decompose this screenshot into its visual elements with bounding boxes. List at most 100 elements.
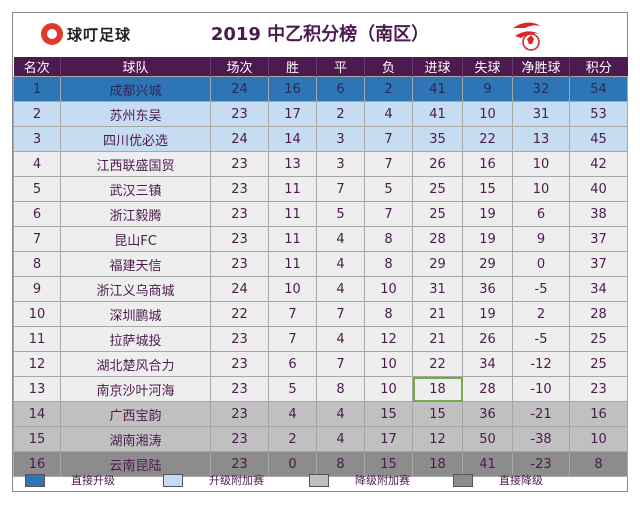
cell-goal-difference: 13 [512, 126, 570, 152]
column-header-goals-for: 进球 [412, 57, 463, 77]
table-row: 4 江西联盛国贸 23 13 3 7 26 16 10 42 [13, 151, 628, 177]
cell-drawn: 8 [316, 376, 365, 402]
cell-points: 25 [569, 351, 628, 377]
cell-drawn: 4 [316, 401, 365, 427]
cell-drawn: 4 [316, 276, 365, 302]
cell-goals-for: 25 [412, 176, 463, 202]
cell-played: 24 [210, 276, 269, 302]
table-body: 1 成都兴城 24 16 6 2 41 9 32 54 2 苏州东吴 23 17 2 4 41 10 31 53 3 四川… [13, 76, 628, 477]
cell-goal-difference: 0 [512, 251, 570, 277]
cell-goals-for: 41 [412, 101, 463, 127]
cell-drawn: 5 [316, 201, 365, 227]
column-header-points: 积分 [569, 57, 628, 77]
cell-drawn: 6 [316, 76, 365, 102]
cell-won: 2 [268, 426, 317, 452]
cell-goal-difference: 2 [512, 301, 570, 327]
cell-points: 23 [569, 376, 628, 402]
cell-won: 13 [268, 151, 317, 177]
cell-goal-difference: 9 [512, 226, 570, 252]
column-header-team: 球队 [60, 57, 211, 77]
cell-team: 深圳鹏城 [60, 301, 211, 327]
cell-lost: 10 [364, 376, 413, 402]
cell-goals-for: 15 [412, 401, 463, 427]
legend-item-relegation-playoff: 降级附加赛 [309, 472, 410, 488]
cell-lost: 5 [364, 176, 413, 202]
cell-team: 湖南湘涛 [60, 426, 211, 452]
cell-played: 23 [210, 251, 269, 277]
cell-goals-for: 12 [412, 426, 463, 452]
cell-goals-against: 19 [462, 226, 513, 252]
cell-played: 23 [210, 426, 269, 452]
cell-points: 53 [569, 101, 628, 127]
table-row: 15 湖南湘涛 23 2 4 17 12 50 -38 10 [13, 426, 628, 452]
cell-won: 7 [268, 301, 317, 327]
legend: 直接升级 升级附加赛 降级附加赛 直接降级 [13, 465, 627, 491]
cell-goals-against: 22 [462, 126, 513, 152]
cell-won: 10 [268, 276, 317, 302]
legend-item-promotion-playoff: 升级附加赛 [163, 472, 264, 488]
page-title: 2019 中乙积分榜（南区） [210, 24, 430, 45]
cell-points: 25 [569, 326, 628, 352]
cell-played: 23 [210, 101, 269, 127]
cell-goals-against: 41 [462, 451, 513, 477]
cell-won: 17 [268, 101, 317, 127]
cell-goal-difference: -21 [512, 401, 570, 427]
cell-team: 福建天信 [60, 251, 211, 277]
cell-lost: 8 [364, 251, 413, 277]
cell-played: 23 [210, 226, 269, 252]
cell-rank: 1 [13, 76, 61, 102]
table-header-row: 名次 球队 场次胜平负进球 失球 净胜球 积分 [13, 57, 628, 77]
cell-lost: 8 [364, 301, 413, 327]
cell-team: 浙江义乌商城 [60, 276, 211, 302]
cell-goal-difference: -23 [512, 451, 570, 477]
cell-drawn: 2 [316, 101, 365, 127]
table-row: 9 浙江义乌商城 24 10 4 10 31 36 -5 34 [13, 276, 628, 302]
cell-lost: 8 [364, 226, 413, 252]
cell-rank: 6 [13, 201, 61, 227]
cell-played: 23 [210, 351, 269, 377]
cell-points: 40 [569, 176, 628, 202]
cell-rank: 3 [13, 126, 61, 152]
cell-goal-difference: -5 [512, 326, 570, 352]
legend-label: 降级附加赛 [355, 474, 410, 487]
cell-rank: 2 [13, 101, 61, 127]
cell-rank: 5 [13, 176, 61, 202]
cell-goals-against: 28 [462, 376, 513, 402]
cell-played: 23 [210, 401, 269, 427]
cell-goal-difference: 32 [512, 76, 570, 102]
cell-rank: 11 [13, 326, 61, 352]
table-row: 11 拉萨城投 23 7 4 12 21 26 -5 25 [13, 326, 628, 352]
league-emblem-icon [513, 22, 541, 51]
cell-lost: 10 [364, 351, 413, 377]
cell-goal-difference: -12 [512, 351, 570, 377]
column-header-rank: 名次 [13, 57, 61, 77]
cell-drawn: 7 [316, 176, 365, 202]
legend-swatch [309, 473, 329, 487]
table-row: 7 昆山FC 23 11 4 8 28 19 9 37 [13, 226, 628, 252]
cell-won: 11 [268, 226, 317, 252]
legend-label: 升级附加赛 [209, 474, 264, 487]
cell-rank: 10 [13, 301, 61, 327]
legend-label: 直接升级 [71, 474, 115, 487]
cell-goals-for: 25 [412, 201, 463, 227]
table-row: 14 广西宝韵 23 4 4 15 15 36 -21 16 [13, 401, 628, 427]
table-row: 10 深圳鹏城 22 7 7 8 21 19 2 28 [13, 301, 628, 327]
table-row: 16 云南昆陆 23 0 8 15 18 41 -23 8 [13, 451, 628, 477]
cell-team: 苏州东吴 [60, 101, 211, 127]
table-row: 12 湖北楚风合力 23 6 7 10 22 34 -12 25 [13, 351, 628, 377]
cell-team: 武汉三镇 [60, 176, 211, 202]
cell-lost: 7 [364, 151, 413, 177]
cell-points: 16 [569, 401, 628, 427]
column-header-lost: 负 [364, 57, 413, 77]
cell-rank: 12 [13, 351, 61, 377]
cell-won: 11 [268, 251, 317, 277]
cell-goals-for: 21 [412, 301, 463, 327]
cell-goal-difference: 10 [512, 176, 570, 202]
cell-drawn: 4 [316, 226, 365, 252]
legend-item-direct-promotion: 直接升级 [25, 472, 115, 488]
cell-goals-against: 36 [462, 401, 513, 427]
cell-won: 11 [268, 176, 317, 202]
cell-team: 南京沙叶河海 [60, 376, 211, 402]
cell-won: 11 [268, 201, 317, 227]
cell-team: 广西宝韵 [60, 401, 211, 427]
